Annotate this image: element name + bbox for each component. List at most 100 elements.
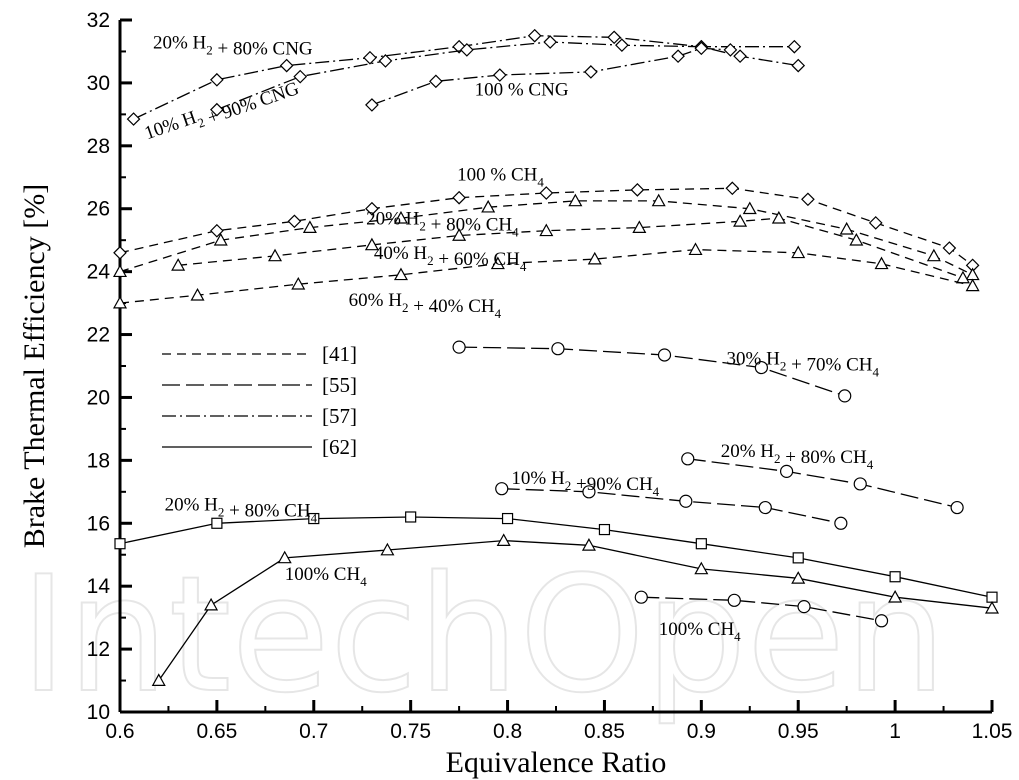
data-point bbox=[112, 264, 128, 278]
data-point bbox=[393, 267, 408, 281]
data-point bbox=[839, 221, 854, 235]
data-point bbox=[363, 50, 377, 65]
series-annotation: 100% CH4 bbox=[659, 619, 741, 644]
data-point bbox=[965, 278, 980, 292]
data-point bbox=[495, 482, 509, 496]
data-point bbox=[792, 552, 804, 564]
y-tick-label: 10 bbox=[87, 701, 110, 724]
series-line bbox=[119, 200, 973, 276]
data-point bbox=[452, 228, 467, 241]
data-point bbox=[801, 192, 815, 207]
series-4 bbox=[113, 181, 980, 273]
series-line bbox=[119, 248, 973, 304]
y-axis-title: Brake Thermal Efficiency [%] bbox=[18, 184, 51, 549]
y-tick-label: 14 bbox=[87, 575, 111, 598]
x-tick-label: 1 bbox=[889, 720, 901, 743]
watermark: IntechOpen bbox=[19, 540, 947, 729]
x-tick-label: 0.85 bbox=[584, 720, 625, 743]
y-tick-label: 26 bbox=[87, 198, 110, 221]
series-line bbox=[501, 488, 842, 524]
data-point bbox=[452, 340, 466, 354]
series-12 bbox=[114, 511, 998, 603]
series-6 bbox=[171, 210, 970, 284]
series-7 bbox=[112, 242, 980, 309]
data-point bbox=[452, 190, 466, 205]
series-line bbox=[687, 458, 958, 509]
y-tick-label: 18 bbox=[87, 449, 110, 472]
series-annotation: 20% H2 + 80% CH4 bbox=[721, 441, 874, 472]
x-tick-label: 0.9 bbox=[687, 720, 716, 743]
axes: 0.6 0.65 0.7 0.75 0.8 0.85 0.9 0.95 1 1.05 10 12 14 1… bbox=[18, 9, 1012, 779]
data-point bbox=[551, 342, 565, 356]
data-point bbox=[733, 49, 747, 64]
data-point bbox=[671, 49, 685, 64]
data-point bbox=[584, 65, 598, 79]
y-tick-label: 28 bbox=[87, 135, 110, 158]
data-point bbox=[302, 220, 317, 233]
data-point bbox=[950, 500, 964, 515]
data-point bbox=[942, 241, 957, 255]
data-point bbox=[615, 38, 629, 53]
data-point bbox=[190, 287, 205, 301]
data-point bbox=[171, 258, 186, 271]
data-point bbox=[688, 242, 703, 256]
data-point bbox=[607, 30, 621, 45]
series-annotation: 20% H2 + 80% CH4 bbox=[366, 208, 519, 239]
rotated-annotation: 10% H2 + 90% CNG bbox=[142, 72, 302, 150]
data-point bbox=[460, 43, 474, 57]
data-point bbox=[543, 35, 558, 49]
legend: [41] [55] [57] [62] bbox=[162, 342, 357, 459]
data-point bbox=[888, 589, 903, 603]
data-point bbox=[984, 600, 1000, 614]
series-annotation: 20% H2 + 80% CNG bbox=[153, 32, 313, 59]
data-point bbox=[779, 464, 794, 478]
y-tick-label: 30 bbox=[87, 72, 110, 95]
watermark-text: IntechOpen bbox=[20, 541, 946, 728]
legend-label: [55] bbox=[322, 373, 357, 397]
series-line bbox=[158, 539, 993, 681]
data-point bbox=[378, 54, 393, 68]
data-point bbox=[630, 183, 645, 197]
data-point bbox=[791, 245, 806, 259]
series-annotation: 100 % CNG bbox=[475, 79, 569, 100]
data-point bbox=[380, 542, 395, 556]
data-point bbox=[268, 248, 283, 262]
data-point bbox=[581, 538, 596, 551]
data-point bbox=[490, 256, 505, 270]
data-point bbox=[539, 186, 554, 200]
x-tick-label: 0.8 bbox=[493, 720, 522, 743]
data-point bbox=[393, 210, 408, 224]
x-tick-label: 1.05 bbox=[972, 720, 1013, 743]
x-tick-label: 0.75 bbox=[390, 720, 431, 743]
series-13 bbox=[151, 533, 1000, 686]
data-point bbox=[527, 28, 542, 43]
y-tick-label: 32 bbox=[87, 9, 110, 32]
series-group bbox=[112, 28, 1000, 686]
legend-label: [62] bbox=[322, 435, 357, 459]
data-point bbox=[291, 276, 306, 290]
data-point bbox=[733, 214, 748, 227]
data-point bbox=[723, 43, 738, 57]
legend-label: [57] bbox=[322, 404, 357, 428]
y-tick-label: 22 bbox=[87, 324, 110, 347]
data-point bbox=[598, 523, 611, 536]
series-3 bbox=[365, 41, 738, 112]
data-point bbox=[151, 673, 166, 686]
series-line bbox=[641, 596, 882, 622]
series-8 bbox=[452, 340, 852, 403]
data-point bbox=[771, 210, 786, 224]
data-point bbox=[742, 201, 757, 215]
data-point bbox=[210, 223, 224, 238]
y-tick-label: 12 bbox=[87, 638, 110, 661]
data-point bbox=[211, 517, 223, 529]
data-point bbox=[758, 500, 772, 515]
y-tick-label: 24 bbox=[87, 261, 111, 284]
series-annotation: 40% H2 + 60% CH4 bbox=[374, 243, 527, 274]
data-point bbox=[695, 538, 707, 550]
y-tick-label: 16 bbox=[87, 512, 110, 535]
data-point bbox=[651, 193, 666, 207]
series-annotation: 10% H2 + 90% CNG bbox=[142, 72, 302, 150]
data-point bbox=[113, 245, 127, 260]
data-point bbox=[405, 511, 417, 523]
data-point bbox=[293, 69, 308, 84]
